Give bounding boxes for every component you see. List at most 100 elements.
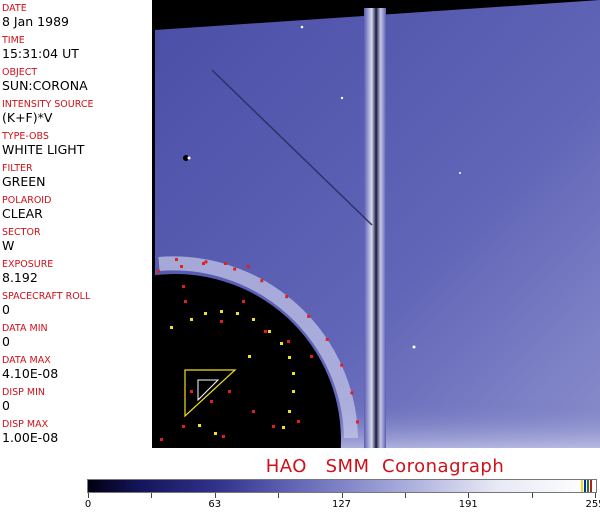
colorbar-tick	[88, 493, 89, 498]
info-field: POLAROID CLEAR	[0, 192, 152, 224]
field-value: W	[2, 238, 15, 253]
marker	[228, 390, 231, 393]
region-outline	[184, 369, 237, 418]
colorbar-tick	[278, 493, 280, 498]
info-field: DATE 8 Jan 1989	[0, 0, 152, 32]
marker	[214, 432, 217, 435]
field-label: DISP MAX	[2, 419, 49, 430]
coronagraph-image[interactable]	[152, 0, 600, 448]
field-value: WHITE LIGHT	[2, 142, 85, 157]
info-field: DISP MIN 0	[0, 384, 152, 416]
marker	[175, 258, 178, 261]
colorbar-tick-label: 63	[208, 499, 222, 510]
colorbar-tick-label: 255	[585, 499, 600, 510]
info-field: DATA MAX 4.10E-08	[0, 352, 152, 384]
marker	[190, 390, 193, 393]
marker	[307, 314, 311, 318]
field-value: SUN:CORONA	[2, 78, 88, 93]
marker	[204, 260, 208, 264]
colorbar-tick-label: 191	[458, 499, 478, 510]
marker	[292, 372, 295, 375]
marker	[170, 326, 173, 329]
marker	[190, 318, 193, 321]
marker	[260, 279, 264, 283]
marker	[182, 285, 185, 288]
marker	[222, 435, 225, 438]
field-label: DATA MIN	[2, 323, 48, 334]
marker	[280, 342, 283, 345]
marker	[157, 270, 160, 273]
marker	[204, 312, 207, 315]
field-label: OBJECT	[2, 67, 38, 78]
field-label: SPACECRAFT ROLL	[2, 291, 91, 302]
coronagraph-svg	[152, 0, 600, 448]
colorbar-tick	[341, 493, 343, 498]
info-field: TIME 15:31:04 UT	[0, 32, 152, 64]
marker	[252, 410, 255, 413]
field-label: INTENSITY SOURCE	[2, 99, 94, 110]
field-value: 0	[2, 398, 10, 413]
field-label: TYPE-OBS	[2, 131, 49, 142]
star	[412, 345, 416, 349]
star	[340, 96, 344, 100]
marker	[242, 300, 245, 303]
marker	[252, 318, 255, 321]
marker	[233, 267, 237, 271]
field-value: 15:31:04 UT	[2, 46, 79, 61]
marker	[198, 424, 201, 427]
field-value: (K+F)*V	[2, 110, 53, 125]
colorbar-marker	[584, 480, 586, 492]
info-field: FILTER GREEN	[0, 160, 152, 192]
field-label: DATA MAX	[2, 355, 51, 366]
colorbar-tick	[595, 493, 596, 498]
marker	[288, 410, 291, 413]
field-value: 8 Jan 1989	[2, 14, 69, 29]
marker	[297, 420, 300, 423]
field-value: 4.10E-08	[2, 366, 59, 381]
field-label: EXPOSURE	[2, 259, 54, 270]
marker	[182, 425, 185, 428]
colorbar-marker	[587, 480, 589, 492]
field-label: FILTER	[2, 163, 33, 174]
marker	[184, 300, 187, 303]
star	[459, 172, 461, 174]
info-panel: DATE 8 Jan 1989 TIME 15:31:04 UT OBJECT SUN:C…	[0, 0, 153, 448]
marker	[180, 265, 183, 268]
info-field: DATA MIN 0	[0, 320, 152, 352]
colorbar-tick	[214, 493, 216, 498]
marker	[160, 438, 163, 441]
marker	[287, 340, 290, 343]
field-label: SECTOR	[2, 227, 41, 238]
chart-title: HAO SMM Coronagraph	[265, 456, 505, 477]
info-field: SPACECRAFT ROLL 0	[0, 288, 152, 320]
marker	[210, 400, 213, 403]
field-value: 1.00E-08	[2, 430, 59, 445]
field-value: GREEN	[2, 174, 46, 189]
colorbar-marker	[581, 480, 583, 492]
occulter-arm	[364, 8, 386, 448]
star	[183, 155, 189, 161]
marker	[355, 420, 359, 424]
star	[187, 156, 191, 160]
grid-markers	[157, 258, 359, 441]
field-value: 8.192	[2, 270, 38, 285]
colorbar-marker	[590, 480, 592, 492]
field-label: DISP MIN	[2, 387, 46, 398]
marker	[288, 356, 291, 359]
marker	[272, 425, 275, 428]
marker	[224, 262, 227, 265]
field-value: 0	[2, 334, 10, 349]
marker	[310, 355, 313, 358]
info-field: DISP MAX 1.00E-08	[0, 416, 152, 448]
marker	[247, 265, 250, 268]
marker	[202, 262, 205, 265]
field-label: DATE	[2, 3, 27, 14]
colorbar-tick	[151, 493, 153, 498]
field-value: 0	[2, 302, 10, 317]
marker	[220, 310, 223, 313]
yellow-markers	[170, 310, 295, 435]
occulting-disk	[152, 273, 341, 448]
colorbar-tick	[468, 493, 470, 498]
field-label: TIME	[2, 35, 25, 46]
colorbar-tick	[531, 493, 533, 498]
